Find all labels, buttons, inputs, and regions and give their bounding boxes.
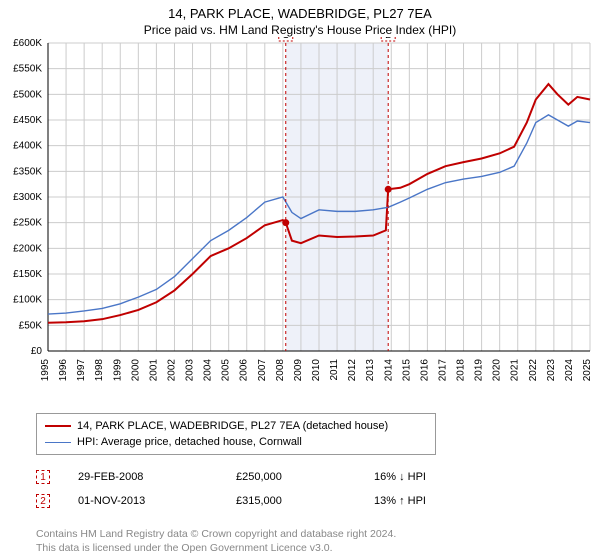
transaction-date: 01-NOV-2013 [78, 495, 208, 507]
x-tick-label: 2023 [546, 359, 557, 382]
x-tick-label: 2008 [275, 359, 286, 382]
page-subtitle: Price paid vs. HM Land Registry's House … [0, 23, 600, 37]
y-tick-label: £50K [19, 320, 43, 331]
legend-item: HPI: Average price, detached house, Corn… [45, 434, 427, 450]
x-tick-label: 2022 [528, 359, 539, 382]
x-tick-label: 2010 [311, 359, 322, 382]
x-tick-label: 2007 [257, 359, 268, 382]
x-tick-label: 2017 [437, 359, 448, 382]
legend: 14, PARK PLACE, WADEBRIDGE, PL27 7EA (de… [36, 413, 436, 455]
marker-label: 2 [385, 37, 391, 41]
x-tick-label: 1997 [76, 359, 87, 382]
y-tick-label: £100K [13, 295, 42, 306]
x-tick-label: 2020 [492, 359, 503, 382]
marker-dot [385, 186, 392, 193]
y-tick-label: £400K [13, 141, 42, 152]
x-tick-label: 2002 [166, 359, 177, 382]
y-tick-label: £600K [13, 38, 42, 49]
marker-dot [282, 219, 289, 226]
legend-item: 14, PARK PLACE, WADEBRIDGE, PL27 7EA (de… [45, 418, 427, 434]
legend-label: HPI: Average price, detached house, Corn… [77, 436, 302, 448]
x-tick-label: 1996 [58, 359, 69, 382]
x-tick-label: 1999 [112, 359, 123, 382]
price-chart: £0 £50K £100K £150K £200K £250K £300K £350K £400… [0, 37, 600, 407]
x-tick-label: 2009 [293, 359, 304, 382]
x-tick-label: 2016 [419, 359, 430, 382]
transaction-delta: 13% ↑ HPI [374, 495, 484, 507]
legend-label: 14, PARK PLACE, WADEBRIDGE, PL27 7EA (de… [77, 420, 388, 432]
attribution-line: This data is licensed under the Open Gov… [36, 541, 556, 555]
transactions-table: 1 29-FEB-2008 £250,000 16% ↓ HPI 2 01-NO… [36, 465, 600, 513]
x-tick-label: 1998 [94, 359, 105, 382]
y-tick-label: £350K [13, 166, 42, 177]
y-tick-label: £500K [13, 89, 42, 100]
x-tick-label: 2019 [474, 359, 485, 382]
legend-swatch [45, 425, 71, 427]
x-tick-label: 1995 [40, 359, 51, 382]
x-tick-label: 2003 [185, 359, 196, 382]
transaction-price: £250,000 [236, 471, 346, 483]
x-tick-label: 2024 [564, 359, 575, 382]
x-tick-label: 2013 [365, 359, 376, 382]
table-row: 1 29-FEB-2008 £250,000 16% ↓ HPI [36, 465, 600, 489]
y-tick-label: £450K [13, 115, 42, 126]
x-tick-label: 2006 [239, 359, 250, 382]
marker-icon: 2 [36, 494, 50, 508]
marker-icon: 1 [36, 470, 50, 484]
y-tick-label: £550K [13, 64, 42, 75]
x-tick-label: 2000 [130, 359, 141, 382]
table-row: 2 01-NOV-2013 £315,000 13% ↑ HPI [36, 489, 600, 513]
attribution: Contains HM Land Registry data © Crown c… [36, 527, 556, 555]
x-tick-label: 2018 [456, 359, 467, 382]
transaction-delta: 16% ↓ HPI [374, 471, 484, 483]
marker-label: 1 [283, 37, 289, 41]
x-tick-label: 2025 [582, 359, 593, 382]
x-tick-label: 2021 [510, 359, 521, 382]
legend-swatch [45, 442, 71, 443]
y-tick-label: £150K [13, 269, 42, 280]
x-tick-label: 2012 [347, 359, 358, 382]
y-tick-label: £250K [13, 218, 42, 229]
x-tick-label: 2011 [329, 359, 340, 381]
x-tick-label: 2014 [383, 359, 394, 382]
transaction-price: £315,000 [236, 495, 346, 507]
transaction-date: 29-FEB-2008 [78, 471, 208, 483]
y-tick-label: £0 [31, 346, 43, 357]
y-tick-label: £200K [13, 243, 42, 254]
page-title: 14, PARK PLACE, WADEBRIDGE, PL27 7EA [0, 6, 600, 21]
x-tick-label: 2001 [148, 359, 159, 382]
y-tick-label: £300K [13, 192, 42, 203]
x-tick-label: 2005 [221, 359, 232, 382]
x-tick-label: 2004 [203, 359, 214, 382]
attribution-line: Contains HM Land Registry data © Crown c… [36, 527, 556, 541]
x-tick-label: 2015 [401, 359, 412, 382]
